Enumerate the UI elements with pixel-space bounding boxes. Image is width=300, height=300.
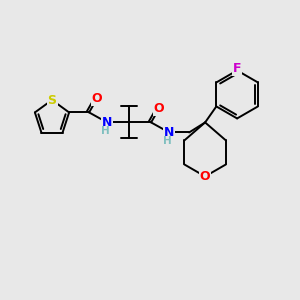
Text: H: H <box>163 136 172 146</box>
Text: S: S <box>47 94 56 106</box>
Text: O: O <box>92 92 102 105</box>
Text: O: O <box>200 170 210 183</box>
Text: N: N <box>164 126 174 139</box>
Text: F: F <box>233 62 242 75</box>
Text: N: N <box>102 116 112 129</box>
Text: O: O <box>154 102 164 115</box>
Text: H: H <box>101 126 110 136</box>
